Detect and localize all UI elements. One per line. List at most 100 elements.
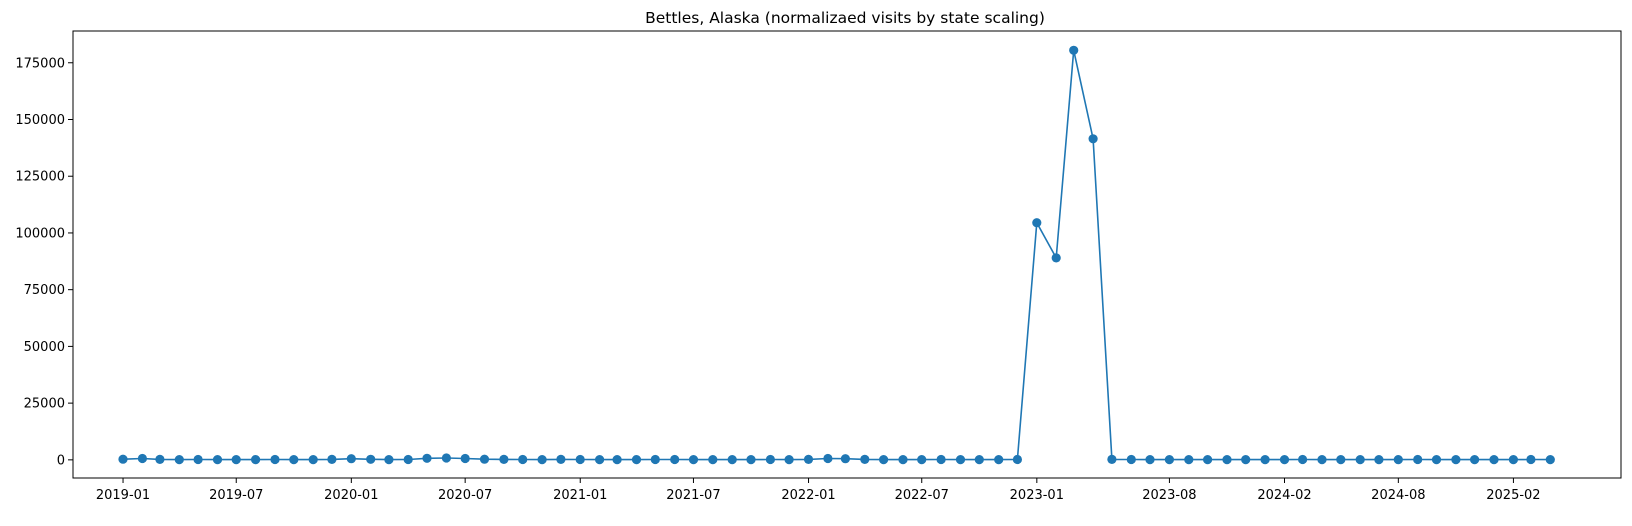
data-point	[974, 455, 984, 465]
data-point	[479, 454, 490, 464]
data-point	[688, 455, 699, 465]
data-point	[1336, 455, 1346, 465]
data-point	[746, 455, 756, 465]
data-point	[879, 455, 889, 465]
data-point	[727, 455, 737, 465]
data-point	[1222, 455, 1232, 465]
x-tick-label: 2019-07	[209, 488, 263, 503]
data-point	[155, 454, 165, 464]
data-point	[612, 455, 622, 465]
data-point	[1032, 218, 1042, 228]
x-tick-label: 2025-02	[1486, 488, 1540, 503]
data-point	[384, 455, 394, 465]
data-point	[366, 454, 376, 464]
data-point	[1069, 45, 1079, 55]
data-point	[650, 454, 660, 465]
x-tick-label: 2022-07	[895, 488, 949, 503]
x-tick-label: 2020-01	[324, 488, 378, 503]
data-point	[1431, 455, 1442, 465]
y-tick-label: 75000	[24, 283, 65, 298]
data-point	[917, 455, 927, 465]
data-point	[1393, 455, 1403, 465]
data-point	[1203, 455, 1213, 465]
data-point	[1374, 455, 1384, 465]
y-tick-label: 50000	[24, 340, 65, 355]
data-point	[422, 453, 432, 463]
x-tick-label: 2022-01	[781, 488, 835, 503]
y-tick-label: 175000	[15, 56, 65, 71]
x-tick-label: 2019-01	[96, 488, 150, 503]
data-point	[556, 454, 566, 464]
data-point	[1126, 454, 1136, 465]
data-point	[840, 454, 851, 464]
series-line	[122, 50, 1551, 461]
data-point	[193, 454, 203, 465]
data-point	[803, 454, 814, 464]
x-axis: 2019-01 2019-07 2020-01 2020-07 2021-01 2021-…	[96, 478, 1541, 503]
data-point	[575, 454, 585, 465]
data-point	[860, 454, 870, 464]
data-point	[955, 455, 966, 465]
data-point	[251, 455, 261, 465]
data-point	[1545, 455, 1555, 465]
data-point	[1088, 134, 1098, 144]
data-point	[994, 455, 1004, 465]
x-tick-label: 2023-01	[1010, 488, 1064, 503]
data-point	[137, 453, 147, 464]
data-point	[441, 453, 451, 463]
data-point	[1489, 455, 1499, 465]
data-point	[765, 454, 776, 465]
data-point	[1526, 454, 1536, 465]
y-axis: 0 25000 50000 75000 100000 125000 150000 175000	[15, 56, 73, 468]
data-point	[1012, 454, 1023, 465]
data-point	[308, 455, 318, 465]
x-tick-label: 2024-08	[1371, 488, 1425, 503]
x-tick-label: 2024-02	[1257, 488, 1311, 503]
data-point	[784, 455, 794, 465]
x-tick-label: 2023-08	[1142, 488, 1196, 503]
y-tick-label: 100000	[15, 226, 65, 241]
data-point	[595, 455, 605, 465]
data-point	[118, 454, 128, 464]
data-point	[1413, 454, 1423, 465]
y-tick-label: 125000	[15, 170, 65, 185]
data-point	[631, 455, 642, 465]
x-tick-label: 2021-01	[553, 488, 607, 503]
data-point	[1298, 454, 1308, 465]
data-point	[1355, 455, 1365, 465]
x-tick-label: 2020-07	[438, 488, 492, 503]
data-point	[1317, 455, 1327, 465]
x-tick-label: 2021-07	[666, 488, 720, 503]
chart-title: Bettles, Alaska (normalizaed visits by s…	[645, 9, 1045, 27]
data-point	[708, 455, 718, 465]
data-point	[346, 454, 356, 464]
data-point	[327, 454, 337, 464]
data-point	[231, 455, 241, 465]
data-point	[1164, 455, 1174, 465]
data-point	[936, 454, 946, 465]
data-point	[1470, 455, 1480, 465]
data-point	[403, 454, 413, 465]
data-point	[1279, 455, 1290, 465]
y-tick-label: 25000	[24, 397, 65, 412]
data-point	[1260, 455, 1270, 465]
data-point	[537, 455, 547, 465]
plot-frame	[72, 30, 1622, 479]
data-point	[1051, 253, 1061, 263]
data-point	[460, 453, 470, 464]
data-point	[174, 455, 184, 465]
data-point	[212, 455, 223, 465]
data-point	[1241, 455, 1251, 465]
y-tick-label: 150000	[15, 113, 65, 128]
data-point	[499, 454, 509, 464]
data-point	[1184, 455, 1194, 465]
data-point	[518, 454, 528, 465]
data-point	[1508, 455, 1518, 465]
y-tick-label: 0	[57, 453, 65, 468]
data-point	[1451, 455, 1461, 465]
data-point	[1107, 454, 1117, 464]
data-point	[270, 454, 280, 465]
data-point	[823, 453, 833, 464]
